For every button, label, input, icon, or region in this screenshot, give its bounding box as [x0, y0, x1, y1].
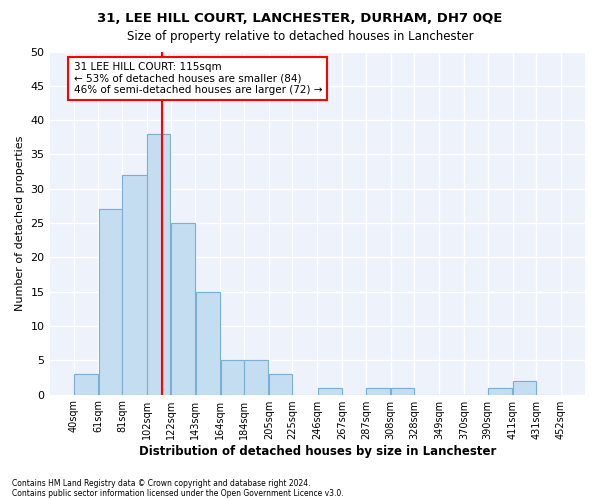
- Text: 31, LEE HILL COURT, LANCHESTER, DURHAM, DH7 0QE: 31, LEE HILL COURT, LANCHESTER, DURHAM, …: [97, 12, 503, 26]
- X-axis label: Distribution of detached houses by size in Lanchester: Distribution of detached houses by size …: [139, 444, 496, 458]
- Bar: [122, 175, 146, 394]
- Text: Contains HM Land Registry data © Crown copyright and database right 2024.: Contains HM Land Registry data © Crown c…: [12, 478, 311, 488]
- Bar: [244, 360, 268, 394]
- Bar: [317, 388, 342, 394]
- Bar: [269, 374, 292, 394]
- Bar: [74, 374, 98, 394]
- Bar: [366, 388, 390, 394]
- Y-axis label: Number of detached properties: Number of detached properties: [15, 136, 25, 310]
- Text: Size of property relative to detached houses in Lanchester: Size of property relative to detached ho…: [127, 30, 473, 43]
- Bar: [196, 292, 220, 395]
- Text: Contains public sector information licensed under the Open Government Licence v3: Contains public sector information licen…: [12, 488, 344, 498]
- Bar: [391, 388, 414, 394]
- Bar: [122, 175, 146, 394]
- Bar: [147, 134, 170, 394]
- Bar: [317, 388, 342, 394]
- Bar: [221, 360, 244, 394]
- Bar: [513, 381, 536, 394]
- Text: 31 LEE HILL COURT: 115sqm
← 53% of detached houses are smaller (84)
46% of semi-: 31 LEE HILL COURT: 115sqm ← 53% of detac…: [74, 62, 322, 95]
- Bar: [513, 381, 536, 394]
- Bar: [74, 374, 98, 394]
- Bar: [171, 223, 195, 394]
- Bar: [488, 388, 512, 394]
- Bar: [99, 210, 122, 394]
- Bar: [366, 388, 390, 394]
- Bar: [221, 360, 244, 394]
- Bar: [99, 210, 122, 394]
- Bar: [269, 374, 292, 394]
- Bar: [147, 134, 170, 394]
- Bar: [196, 292, 220, 395]
- Bar: [488, 388, 512, 394]
- Bar: [171, 223, 195, 394]
- Bar: [244, 360, 268, 394]
- Bar: [391, 388, 414, 394]
